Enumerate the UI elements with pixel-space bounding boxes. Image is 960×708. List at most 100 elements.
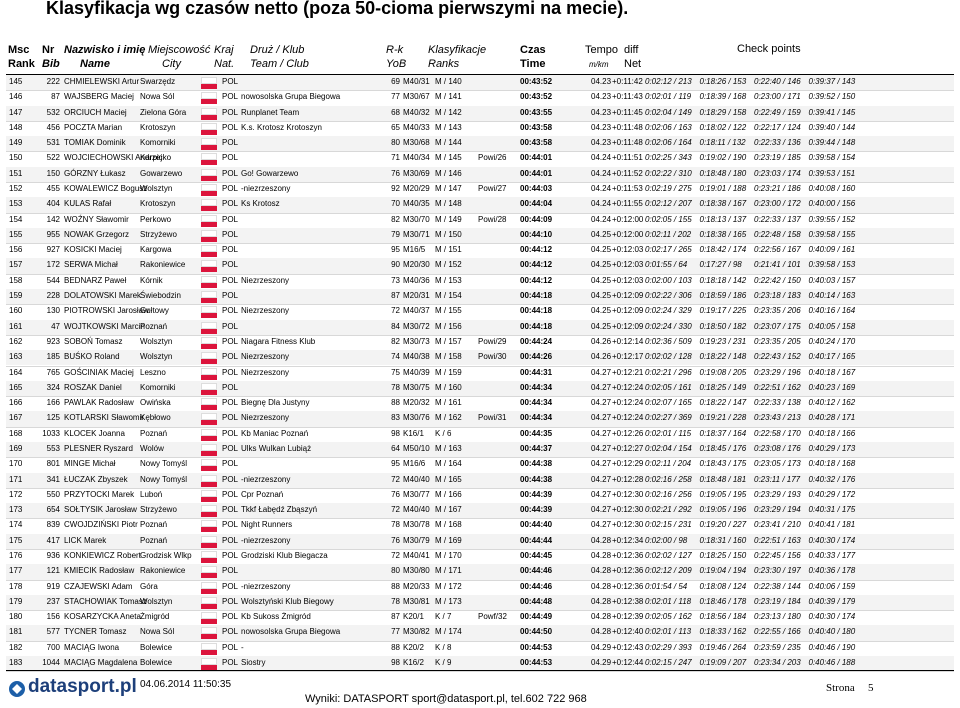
cell: +0:11:42 (612, 77, 643, 86)
cell: 78 (391, 596, 400, 606)
cell: 00:44:18 (520, 306, 553, 316)
cell: 152 (9, 184, 23, 194)
cell: Rakoniewice (140, 566, 186, 576)
cell: 00:44:53 (520, 658, 553, 667)
checkpoint: 0:40:18 / 167 (808, 367, 856, 377)
cell: K / 8 (435, 642, 452, 652)
row-separator (6, 182, 954, 184)
checkpoint: 0:40:46 / 190 (808, 642, 856, 652)
cell: 179 (9, 596, 23, 606)
cell: Powi/31 (478, 413, 507, 423)
row-band (6, 136, 954, 152)
cell: 404 (46, 199, 60, 209)
cell: POL (222, 627, 239, 637)
cell: Ulks Wulkan Lubiąż (241, 443, 312, 453)
checkpoint: 0:02:25 / 343 (645, 153, 692, 163)
cell: 174 (9, 520, 23, 530)
checkpoint: 0:40:46 / 188 (808, 658, 856, 667)
cell: POL (222, 153, 239, 163)
cell: M / 163 (435, 443, 462, 453)
cell: POL (222, 275, 239, 285)
cell: 95 (391, 459, 400, 469)
cell: M20/32 (403, 398, 430, 408)
cell: Wolsztyn (140, 336, 173, 346)
cell: Niezrzeszony (241, 306, 290, 316)
cell: POL (222, 489, 239, 499)
cell: 04.25 (591, 321, 612, 331)
row-band (6, 533, 954, 549)
checkpoint: 0:23:13 / 180 (754, 612, 801, 622)
cell: 228 (46, 291, 60, 301)
checkpoint: 0:23:35 / 205 (754, 336, 801, 346)
checkpoint: 0:18:22 / 148 (699, 352, 747, 362)
cell: POL (222, 382, 239, 392)
cell: SOŁTYSIK Jarosław (64, 505, 137, 515)
checkpoint: 0:19:46 / 264 (699, 642, 747, 652)
checkpoint: 0:23:18 / 183 (754, 291, 801, 301)
checkpoint: 0:40:32 / 176 (808, 474, 856, 484)
cell: 00:44:34 (520, 398, 553, 408)
checkpoint: 0:23:00 / 171 (754, 92, 801, 102)
checkpoint: 0:40:05 / 158 (808, 321, 856, 331)
checkpoint: 0:19:20 / 227 (699, 520, 747, 530)
cell: Leszno (140, 367, 166, 377)
cell: 04.28 (591, 581, 612, 591)
cell: Bolewice (140, 658, 173, 667)
cell: 04.25 (591, 229, 612, 239)
cell: 923 (46, 336, 60, 346)
cell: - (241, 642, 244, 652)
flag (201, 596, 217, 609)
cell: 00:44:12 (520, 260, 553, 270)
flag (201, 352, 217, 365)
cell: +0:12:36 (612, 581, 644, 591)
flag (201, 229, 217, 242)
cell: +0:12:29 (612, 459, 644, 469)
cell: 04.25 (591, 260, 612, 270)
checkpoint: 0:18:37 / 164 (699, 428, 747, 438)
cell: Krotoszyn (140, 199, 176, 209)
cell: M40/40 (403, 505, 430, 515)
checkpoint: 0:02:01 / 119 (645, 92, 692, 102)
cell: 95 (391, 245, 400, 255)
flag (201, 107, 217, 120)
cell: K / 9 (435, 658, 452, 667)
cell: Kargowa (140, 245, 172, 255)
cell: K16/2 (403, 658, 424, 667)
cell: 146 (9, 92, 23, 102)
cell: M30/71 (403, 229, 430, 239)
checkpoint: 0:40:17 / 165 (808, 352, 856, 362)
checkpoint: 0:18:26 / 153 (699, 77, 747, 86)
cell: Wolsztyn (140, 596, 173, 606)
cell: 04.24 (591, 214, 612, 224)
cell: POL (222, 168, 239, 178)
cell: 00:44:01 (520, 153, 553, 163)
cell: M40/36 (403, 275, 430, 285)
cell: +0:11:55 (612, 199, 643, 209)
cell: Kórnik (140, 275, 163, 285)
checkpoint: 0:22:56 / 167 (754, 245, 801, 255)
cell: 341 (46, 474, 60, 484)
cell: 156 (46, 612, 60, 622)
cell: M40/34 (403, 153, 430, 163)
cell: 172 (46, 260, 60, 270)
checkpoint: 0:18:25 / 150 (699, 550, 747, 560)
cell: POL (222, 505, 239, 515)
cell: 88 (391, 642, 400, 652)
cell: POL (222, 214, 239, 224)
column-header: Nazwisko i imię (64, 44, 146, 56)
cell: 72 (391, 505, 400, 515)
cell: M30/68 (403, 138, 430, 148)
cell: Poznań (140, 428, 168, 438)
cell: 181 (9, 627, 23, 637)
checkpoint: 0:40:18 / 166 (808, 428, 856, 438)
checkpoint: 0:40:00 / 156 (808, 199, 856, 209)
cell: +0:12:36 (612, 566, 644, 576)
checkpoint: 0:18:33 / 162 (699, 627, 747, 637)
checkpoint: 0:19:02 / 190 (699, 153, 747, 163)
cell: 1033 (42, 428, 60, 438)
cell: 00:44:09 (520, 214, 553, 224)
flag (201, 428, 217, 441)
checkpoint: 0:18:45 / 176 (699, 443, 747, 453)
cell: +0:12:28 (612, 474, 644, 484)
cell: Siostry (241, 658, 266, 667)
